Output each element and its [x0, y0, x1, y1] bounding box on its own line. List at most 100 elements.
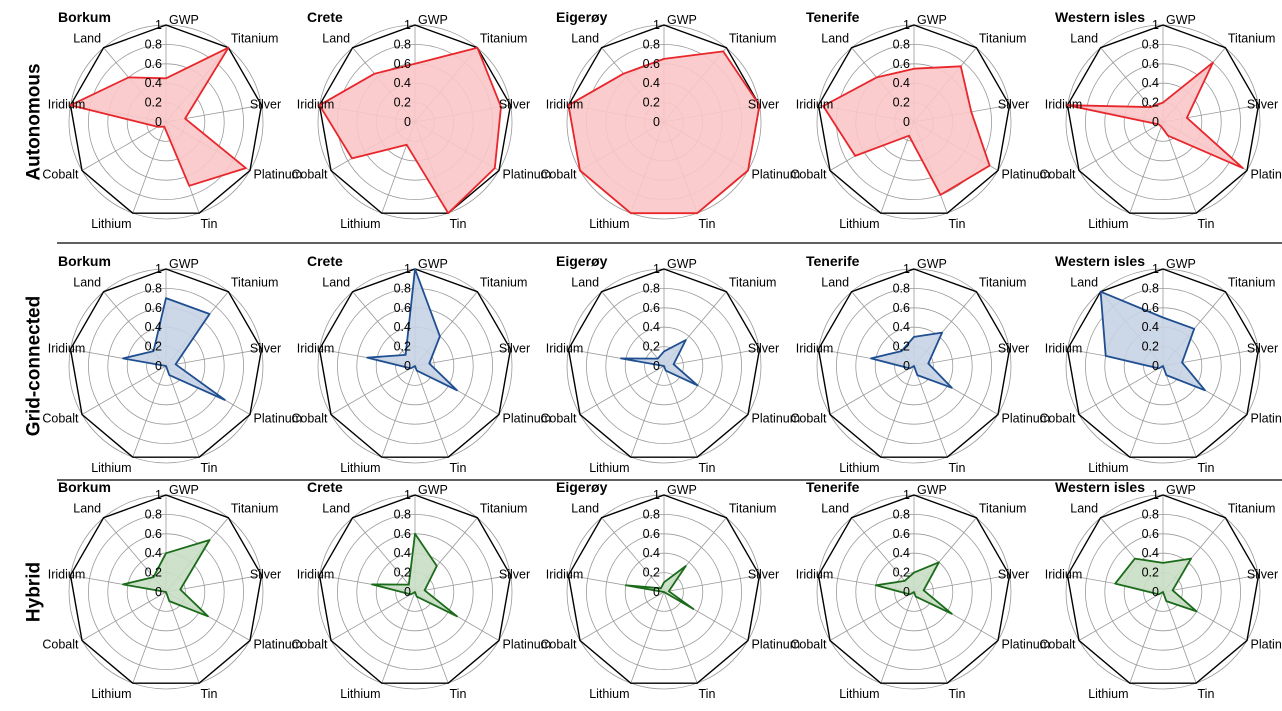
axis-spoke — [913, 591, 948, 684]
outer-frame — [817, 24, 1011, 214]
radial-tick-label: 0.4 — [893, 546, 910, 560]
panel-title: Crete — [307, 253, 343, 269]
axis-label-iridium: Iridium — [546, 98, 584, 112]
radial-tick-label: 0.8 — [643, 507, 660, 521]
radial-tick-label: 0.4 — [394, 546, 411, 560]
axis-label-gwp: GWP — [917, 257, 947, 271]
radial-tick-label: 0.6 — [1142, 527, 1159, 541]
axis-spoke — [81, 365, 167, 415]
axis-label-tin: Tin — [450, 461, 467, 475]
axis-label-silver: Silver — [1247, 568, 1278, 582]
axis-label-land: Land — [571, 276, 599, 290]
radial-tick-label: 0 — [404, 115, 411, 129]
axis-label-land: Land — [322, 502, 350, 516]
axis-label-silver: Silver — [748, 98, 779, 112]
axis-label-titanium: Titanium — [729, 32, 776, 46]
outer-frame — [1066, 494, 1260, 684]
axis-label-gwp: GWP — [917, 13, 947, 27]
radial-tick-label: 1 — [404, 262, 411, 276]
axis-label-gwp: GWP — [667, 257, 697, 271]
axis-spoke — [1078, 591, 1164, 641]
radial-tick-label: 0.4 — [1142, 546, 1159, 560]
radial-tick-label: 0.6 — [893, 301, 910, 315]
axis-label-land: Land — [1070, 32, 1098, 46]
radial-tick-label: 0.2 — [394, 96, 411, 110]
axis-spoke — [630, 591, 665, 684]
outer-frame — [69, 268, 263, 458]
outer-frame — [1066, 24, 1260, 214]
axis-label-iridium: Iridium — [796, 98, 834, 112]
radial-tick-label: 0 — [404, 585, 411, 599]
data-series-polygon — [624, 565, 695, 610]
axis-spoke — [132, 591, 167, 684]
axis-label-iridium: Iridium — [546, 342, 584, 356]
axis-spoke — [352, 517, 416, 593]
radial-tick-label: 0.2 — [394, 566, 411, 580]
radial-tick-label: 0 — [155, 585, 162, 599]
axis-label-cobalt: Cobalt — [790, 638, 827, 652]
axis-label-cobalt: Cobalt — [1039, 168, 1076, 182]
axis-label-cobalt: Cobalt — [42, 168, 79, 182]
panel-title: Western isles — [1055, 479, 1145, 495]
axis-label-gwp: GWP — [917, 483, 947, 497]
axis-label-lithium: Lithium — [1088, 687, 1128, 701]
axis-label-iridium: Iridium — [297, 98, 335, 112]
radial-tick-label: 0.4 — [643, 546, 660, 560]
radial-tick-label: 0.2 — [1142, 566, 1159, 580]
axis-spoke — [1078, 121, 1164, 171]
axis-label-platinum: Platinum — [254, 168, 303, 182]
axis-label-titanium: Titanium — [979, 502, 1026, 516]
axis-spoke — [165, 574, 262, 593]
radial-tick-label: 0 — [903, 115, 910, 129]
outer-frame — [69, 494, 263, 684]
axis-label-platinum: Platinum — [1251, 168, 1282, 182]
axis-label-cobalt: Cobalt — [540, 638, 577, 652]
data-series-polygon — [122, 297, 226, 401]
axis-spoke — [880, 591, 915, 684]
radial-tick-label: 1 — [1152, 18, 1159, 32]
outer-frame — [817, 494, 1011, 684]
radial-tick-label: 0 — [1152, 585, 1159, 599]
panel-title: Borkum — [58, 253, 111, 269]
axis-label-silver: Silver — [998, 568, 1029, 582]
axis-label-lithium: Lithium — [91, 687, 131, 701]
axis-label-tin: Tin — [201, 461, 218, 475]
outer-frame — [318, 268, 512, 458]
radial-tick-label: 0.4 — [893, 76, 910, 90]
radial-tick-label: 0.4 — [1142, 320, 1159, 334]
axis-label-tin: Tin — [949, 461, 966, 475]
data-series-polygon — [1066, 61, 1244, 170]
axis-label-gwp: GWP — [667, 13, 697, 27]
axis-label-gwp: GWP — [1166, 13, 1196, 27]
axis-label-platinum: Platinum — [503, 412, 552, 426]
panel-title: Borkum — [58, 9, 111, 25]
axis-label-gwp: GWP — [1166, 257, 1196, 271]
row-label: Grid-connected — [24, 296, 45, 436]
panel-title: Tenerife — [806, 253, 860, 269]
axis-label-land: Land — [73, 32, 101, 46]
axis-label-tin: Tin — [949, 217, 966, 231]
axis-label-lithium: Lithium — [340, 461, 380, 475]
axis-label-tin: Tin — [450, 217, 467, 231]
axis-spoke — [663, 365, 698, 458]
axis-label-land: Land — [821, 32, 849, 46]
outer-frame — [567, 268, 761, 458]
axis-label-titanium: Titanium — [480, 502, 527, 516]
axis-label-cobalt: Cobalt — [540, 412, 577, 426]
radial-tick-label: 0 — [653, 115, 660, 129]
radial-tick-label: 1 — [903, 18, 910, 32]
axis-label-platinum: Platinum — [752, 168, 801, 182]
axis-label-titanium: Titanium — [1228, 502, 1275, 516]
axis-spoke — [414, 591, 449, 684]
axis-label-iridium: Iridium — [48, 98, 86, 112]
radial-tick-label: 0.8 — [394, 37, 411, 51]
axis-spoke — [330, 365, 416, 415]
radial-tick-label: 0.2 — [1142, 96, 1159, 110]
radial-tick-label: 0.4 — [893, 320, 910, 334]
panel-title: Eigerøy — [556, 253, 608, 269]
axis-label-silver: Silver — [1247, 98, 1278, 112]
radial-tick-label: 0.6 — [1142, 57, 1159, 71]
radial-tick-label: 0 — [155, 115, 162, 129]
axis-label-silver: Silver — [499, 342, 530, 356]
